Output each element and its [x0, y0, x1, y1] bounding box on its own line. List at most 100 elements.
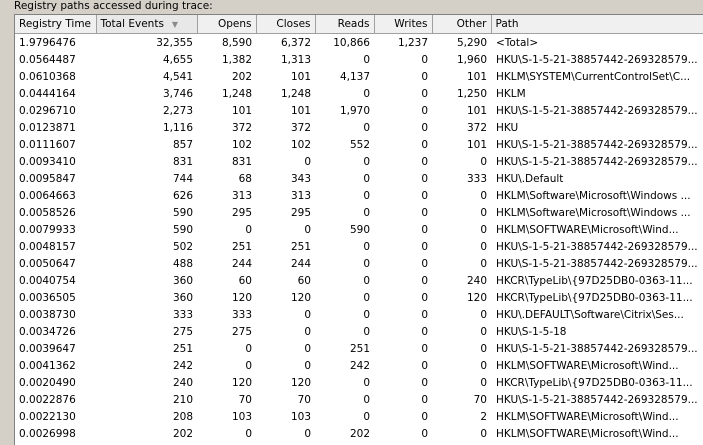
cell-time: 0.0048157: [19, 240, 76, 253]
table-row[interactable]: 0.0022876 210 70 70 0 0 70 HKU\S-1-5-21-3885744…: [15, 391, 703, 408]
column-header-total-events[interactable]: Total Events ▼: [96, 15, 198, 34]
cell-events: 590: [172, 206, 193, 219]
cell-other: 1,960: [456, 53, 487, 66]
cell-time: 0.0093410: [19, 155, 76, 168]
cell-time: 0.0050647: [19, 257, 76, 270]
table-row[interactable]: 0.0079933 590 0 0 590 0 0 HKLM\SOFTWARE\Microso…: [15, 221, 703, 238]
cell-path: HKCR\TypeLib\{97D25DB0-0363-11...: [496, 291, 693, 304]
table-row[interactable]: 0.0610368 4,541 202 101 4,137 0 101 HKLM\SYSTEM…: [15, 68, 703, 85]
cell-opens: 120: [231, 291, 252, 304]
cell-time: 0.0038730: [19, 308, 76, 321]
cell-writes: 0: [421, 427, 428, 440]
cell-opens: 831: [231, 155, 252, 168]
cell-reads: 0: [363, 393, 370, 406]
cell-other: 101: [466, 104, 487, 117]
table-row[interactable]: 0.0050647 488 244 244 0 0 0 HKU\S-1-5-21-388574…: [15, 255, 703, 272]
column-header-label: Total Events: [100, 18, 164, 30]
cell-opens: 1,248: [221, 87, 252, 100]
column-header-writes[interactable]: Writes: [374, 15, 433, 34]
table-row[interactable]: 0.0064663 626 313 313 0 0 0 HKLM\Software\Micro…: [15, 187, 703, 204]
cell-events: 333: [172, 308, 193, 321]
table-row[interactable]: 0.0048157 502 251 251 0 0 0 HKU\S-1-5-21-388574…: [15, 238, 703, 255]
cell-reads: 0: [363, 172, 370, 185]
cell-time: 0.0111607: [19, 138, 76, 151]
cell-other: 0: [480, 240, 487, 253]
column-header-reads[interactable]: Reads: [315, 15, 375, 34]
table-row[interactable]: 0.0041362 242 0 0 242 0 0 HKLM\SOFTWARE\Microso…: [15, 357, 703, 374]
table-row[interactable]: 0.0444164 3,746 1,248 1,248 0 0 1,250 HKLM: [15, 85, 703, 102]
column-header-opens[interactable]: Opens: [197, 15, 257, 34]
cell-reads: 4,137: [339, 70, 370, 83]
table-row[interactable]: 0.0123871 1,116 372 372 0 0 372 HKU: [15, 119, 703, 136]
column-header-path[interactable]: Path: [491, 15, 703, 34]
table-row[interactable]: 0.0058526 590 295 295 0 0 0 HKLM\Software\Micro…: [15, 204, 703, 221]
cell-reads: 0: [363, 206, 370, 219]
table-row[interactable]: 1.9796476 32,355 8,590 6,372 10,866 1,237 5,29…: [15, 34, 703, 52]
cell-events: 360: [172, 291, 193, 304]
cell-other: 101: [466, 138, 487, 151]
cell-time: 0.0026998: [19, 427, 76, 440]
cell-path: HKLM\SOFTWARE\Microsoft\Wind...: [496, 427, 679, 440]
cell-opens: 1,382: [221, 53, 252, 66]
table-row[interactable]: 0.0296710 2,273 101 101 1,970 0 101 HKU\S-1-5-2…: [15, 102, 703, 119]
cell-reads: 0: [363, 291, 370, 304]
table-row[interactable]: 0.0038730 333 333 0 0 0 0 HKU\.DEFAULT\Software…: [15, 306, 703, 323]
cell-reads: 0: [363, 189, 370, 202]
cell-path: HKU\S-1-5-21-38857442-269328579...: [496, 104, 698, 117]
cell-other: 240: [466, 274, 487, 287]
table-row[interactable]: 0.0039647 251 0 0 251 0 0 HKU\S-1-5-21-38857442…: [15, 340, 703, 357]
cell-other: 0: [480, 427, 487, 440]
cell-time: 0.0064663: [19, 189, 76, 202]
column-header-other[interactable]: Other: [432, 15, 492, 34]
cell-closes: 251: [290, 240, 311, 253]
table-row[interactable]: 0.0036505 360 120 120 0 0 120 HKCR\TypeLib\{97D…: [15, 289, 703, 306]
cell-closes: 102: [290, 138, 311, 151]
cell-events: 626: [172, 189, 193, 202]
table-row[interactable]: 0.0022130 208 103 103 0 0 2 HKLM\SOFTWARE\Micro…: [15, 408, 703, 425]
cell-other: 101: [466, 70, 487, 83]
cell-closes: 120: [290, 291, 311, 304]
cell-closes: 70: [297, 393, 311, 406]
cell-writes: 0: [421, 308, 428, 321]
cell-other: 2: [480, 410, 487, 423]
cell-opens: 0: [245, 427, 252, 440]
cell-events: 1,116: [162, 121, 193, 134]
table-row[interactable]: 0.0034726 275 275 0 0 0 0 HKU\S-1-5-18: [15, 323, 703, 340]
cell-reads: 0: [363, 87, 370, 100]
cell-reads: 0: [363, 121, 370, 134]
cell-path: HKCR\TypeLib\{97D25DB0-0363-11...: [496, 376, 693, 389]
cell-path: HKU\.DEFAULT\Software\Citrix\Ses...: [496, 308, 684, 321]
cell-events: 590: [172, 223, 193, 236]
cell-closes: 0: [304, 359, 311, 372]
cell-events: 4,541: [162, 70, 193, 83]
column-header-registry-time[interactable]: Registry Time: [15, 15, 97, 34]
table-row[interactable]: 0.0026998 202 0 0 202 0 0 HKLM\SOFTWARE\Microso…: [15, 425, 703, 442]
table-row[interactable]: 0.0020490 240 120 120 0 0 0 HKCR\TypeLib\{97D25…: [15, 374, 703, 391]
table-row[interactable]: 0.0040754 360 60 60 0 0 240 HKCR\TypeLib\{97D25…: [15, 272, 703, 289]
cell-opens: 244: [231, 257, 252, 270]
table-row[interactable]: 0.0095847 744 68 343 0 0 333 HKU\.Default: [15, 170, 703, 187]
cell-path: HKU\S-1-5-18: [496, 325, 567, 338]
cell-reads: 0: [363, 308, 370, 321]
table-row[interactable]: 0.0111607 857 102 102 552 0 101 HKU\S-1-5-21-38…: [15, 136, 703, 153]
cell-closes: 101: [290, 70, 311, 83]
table-row[interactable]: 0.0093410 831 831 0 0 0 0 HKU\S-1-5-21-38857442…: [15, 153, 703, 170]
cell-time: 0.0296710: [19, 104, 76, 117]
cell-other: 70: [473, 393, 487, 406]
cell-events: 208: [172, 410, 193, 423]
table-row[interactable]: 0.0564487 4,655 1,382 1,313 0 0 1,960 HKU\S-1-5…: [15, 51, 703, 68]
cell-events: 2,273: [162, 104, 193, 117]
sort-descending-icon: ▼: [171, 20, 179, 29]
cell-events: 857: [172, 138, 193, 151]
cell-path: HKCR\TypeLib\{97D25DB0-0363-11...: [496, 274, 693, 287]
cell-other: 0: [480, 308, 487, 321]
cell-writes: 0: [421, 325, 428, 338]
column-header-closes[interactable]: Closes: [256, 15, 316, 34]
registry-paths-list[interactable]: Registry Time Total Events ▼ Opens Closes…: [14, 14, 703, 445]
cell-time: 0.0040754: [19, 274, 76, 287]
cell-writes: 0: [421, 87, 428, 100]
cell-path: HKLM\SOFTWARE\Microsoft\Wind...: [496, 223, 679, 236]
cell-reads: 0: [363, 410, 370, 423]
cell-other: 1,250: [456, 87, 487, 100]
cell-time: 0.0079933: [19, 223, 76, 236]
